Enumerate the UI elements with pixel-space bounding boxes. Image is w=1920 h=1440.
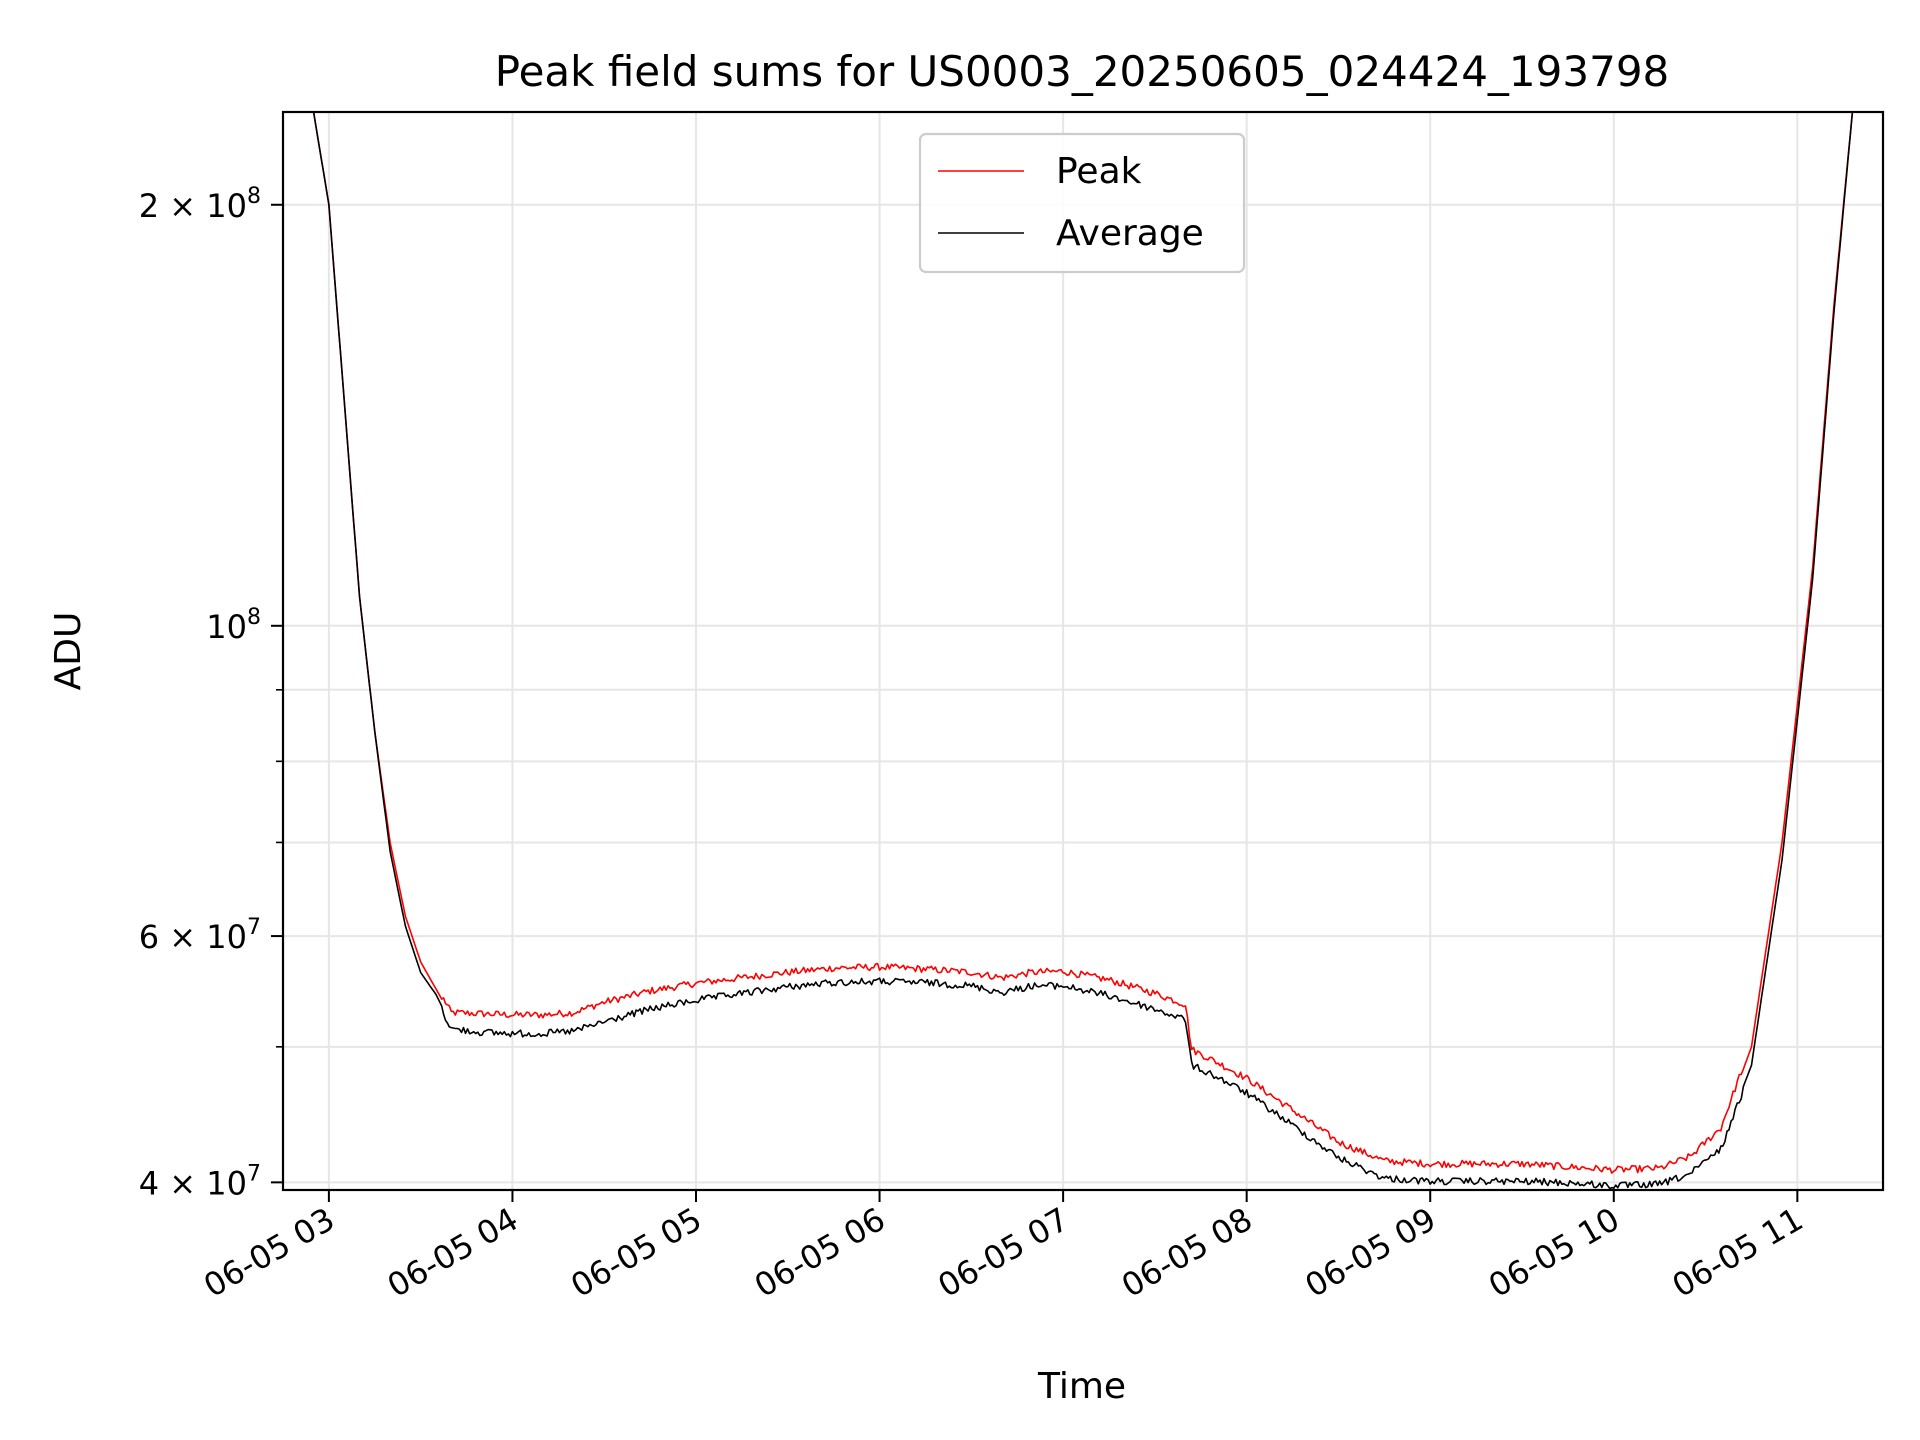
series-line-peak bbox=[283, 112, 1883, 1174]
grid bbox=[283, 112, 1883, 1190]
y-tick-label: 2 × 108 bbox=[139, 184, 261, 225]
legend: Peak Average bbox=[918, 132, 1246, 274]
plot-frame bbox=[281, 110, 1885, 1192]
series-line-average bbox=[283, 112, 1883, 1190]
series-layer bbox=[283, 112, 1883, 1190]
y-tick-label: 6 × 107 bbox=[139, 915, 261, 956]
y-axis: 4 × 107 6 × 107 108 2 × 108 bbox=[139, 184, 283, 1202]
y-tick-label: 108 bbox=[206, 605, 261, 646]
y-axis-label: ADU bbox=[48, 612, 89, 691]
chart-title: Peak field sums for US0003_20250605_0244… bbox=[495, 47, 1670, 96]
legend-label-average: Average bbox=[1056, 213, 1204, 254]
x-axis-label: Time bbox=[1037, 1366, 1126, 1407]
legend-label-peak: Peak bbox=[1056, 151, 1142, 192]
legend-box bbox=[918, 132, 1246, 274]
y-tick-label: 4 × 107 bbox=[139, 1161, 261, 1202]
